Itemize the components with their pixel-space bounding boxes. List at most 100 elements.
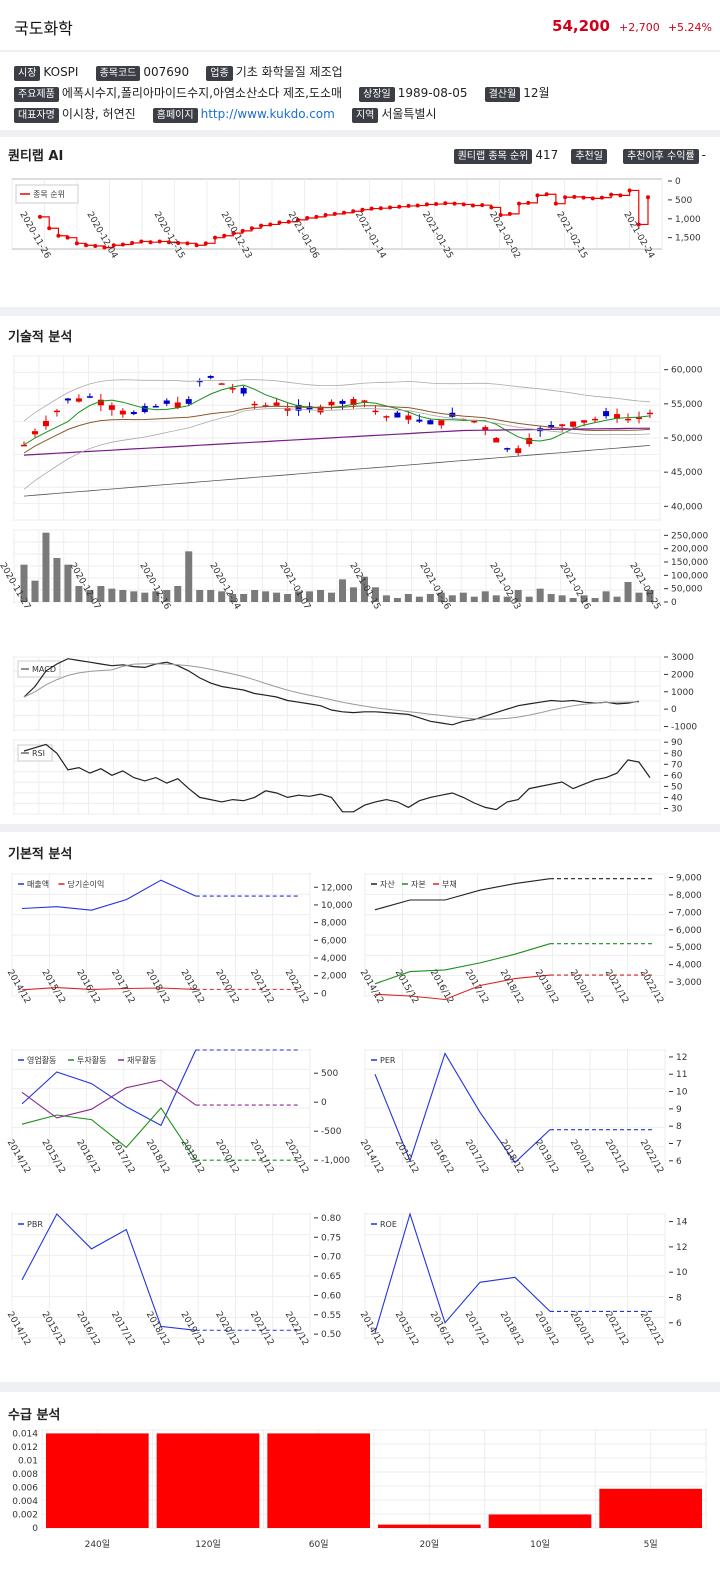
rank-point bbox=[526, 200, 531, 205]
candle-body bbox=[614, 414, 621, 419]
volume-bar bbox=[492, 595, 500, 602]
candle-body bbox=[251, 403, 258, 406]
volume-bar bbox=[349, 587, 357, 602]
roe-chart-y-tick: 6 bbox=[676, 1319, 682, 1329]
rsi-y-tick: 70 bbox=[671, 760, 683, 770]
homepage-link[interactable]: http://www.kukdo.com bbox=[200, 107, 335, 121]
volume-bar bbox=[481, 591, 489, 602]
candle-body bbox=[647, 412, 653, 415]
rank-point bbox=[47, 226, 52, 231]
rank-point bbox=[139, 239, 144, 244]
volume-bar bbox=[635, 592, 643, 602]
rank-point bbox=[314, 214, 319, 219]
code-tag: 종목코드 bbox=[95, 66, 141, 81]
rsi-legend-box bbox=[17, 744, 53, 762]
per-chart-y-tick: 10 bbox=[676, 1088, 688, 1098]
rank-point bbox=[93, 243, 98, 248]
cashflow-chart-y-tick: 0 bbox=[321, 1098, 327, 1108]
ma5-line bbox=[23, 384, 651, 446]
cashflow-chart-legend-label: 영업활동 bbox=[27, 1055, 56, 1065]
volume-y-tick: 200,000 bbox=[671, 545, 708, 555]
volume-bar bbox=[306, 591, 314, 602]
volume-bar bbox=[218, 591, 226, 602]
volume-bar bbox=[328, 592, 336, 602]
candle-body bbox=[130, 411, 137, 415]
candle-body bbox=[108, 405, 115, 410]
rank-point bbox=[351, 209, 356, 214]
rank-point bbox=[56, 233, 61, 238]
volume-bar bbox=[459, 592, 467, 602]
volume-bar bbox=[646, 590, 654, 602]
supply-x-tick: 240일 bbox=[85, 1539, 110, 1550]
supply-x-tick: 120일 bbox=[195, 1539, 220, 1550]
candle-body bbox=[21, 444, 27, 447]
candle-body bbox=[438, 420, 445, 426]
ma120-line bbox=[23, 445, 651, 497]
volume-bar bbox=[338, 579, 346, 602]
candle-body bbox=[625, 418, 632, 421]
rank-point bbox=[535, 193, 540, 198]
candle-body bbox=[31, 431, 38, 435]
candle-body bbox=[361, 400, 368, 402]
return-value: - bbox=[701, 148, 706, 162]
volume-bar bbox=[119, 590, 127, 602]
rsi-line bbox=[23, 743, 651, 813]
balance-chart-y-tick: 8,000 bbox=[676, 891, 702, 901]
cashflow-chart-series-line bbox=[21, 1049, 197, 1127]
volume-bar bbox=[196, 590, 204, 602]
rank-point bbox=[599, 195, 604, 200]
candle-body bbox=[405, 415, 412, 420]
volume-bar bbox=[31, 580, 39, 602]
volume-bar bbox=[185, 551, 193, 602]
candle-body bbox=[581, 420, 588, 423]
rank-point bbox=[406, 203, 411, 208]
volume-bar bbox=[371, 587, 379, 602]
volume-bar bbox=[20, 564, 28, 602]
macd-y-tick: 3000 bbox=[671, 653, 694, 663]
rank-tag: 퀀티랩 종목 순위 bbox=[453, 149, 533, 164]
balance-chart-legend-label: 자본 bbox=[411, 880, 426, 889]
code-value: 007690 bbox=[143, 65, 190, 79]
supply-bar bbox=[267, 1433, 370, 1528]
rank-point bbox=[636, 222, 641, 227]
candle-body bbox=[163, 400, 170, 404]
cashflow-chart-legend-label: 투자활동 bbox=[77, 1055, 106, 1065]
roe-chart-y-tick: 8 bbox=[676, 1294, 682, 1304]
candle-body bbox=[394, 412, 401, 418]
volume-y-tick: 100,000 bbox=[671, 571, 708, 581]
supply-x-tick: 60일 bbox=[309, 1539, 329, 1550]
candle-body bbox=[152, 405, 159, 408]
volume-bar bbox=[404, 594, 412, 602]
signal-line bbox=[23, 663, 640, 720]
pbr-chart-series-line bbox=[21, 1213, 196, 1331]
rsi-legend-label: RSI bbox=[32, 749, 45, 758]
volume-bar bbox=[42, 532, 50, 602]
candle-body bbox=[218, 383, 225, 385]
candle-body bbox=[295, 404, 302, 411]
price-change-pct: +5.24% bbox=[667, 21, 712, 34]
cashflow-chart-series-line bbox=[21, 1079, 197, 1119]
candle-body bbox=[86, 396, 93, 398]
rank-point bbox=[222, 233, 227, 238]
supply-y-tick: 0 bbox=[32, 1524, 38, 1534]
volume-bar bbox=[152, 591, 160, 602]
bollinger-lower bbox=[23, 407, 651, 490]
candle-body bbox=[207, 375, 214, 378]
candle-body bbox=[482, 427, 489, 431]
volume-bar bbox=[53, 558, 61, 602]
rank-point bbox=[342, 210, 346, 215]
supply-y-tick: 0.014 bbox=[12, 1429, 38, 1439]
volume-bar bbox=[75, 586, 83, 602]
sales-chart-y-tick: 10,000 bbox=[321, 901, 353, 911]
bollinger-upper bbox=[23, 379, 651, 422]
balance-chart-y-tick: 9,000 bbox=[676, 873, 702, 883]
volume-bar bbox=[360, 576, 368, 602]
legend-box bbox=[15, 184, 79, 204]
volume-bar bbox=[240, 594, 248, 602]
macd-y-tick: -1000 bbox=[671, 723, 697, 733]
candle-body bbox=[526, 438, 533, 445]
volume-bar bbox=[229, 594, 237, 602]
fund-title: 기본적 분석 bbox=[8, 847, 73, 862]
tech-title: 기술적 분석 bbox=[8, 330, 73, 345]
volume-bar bbox=[569, 598, 577, 602]
